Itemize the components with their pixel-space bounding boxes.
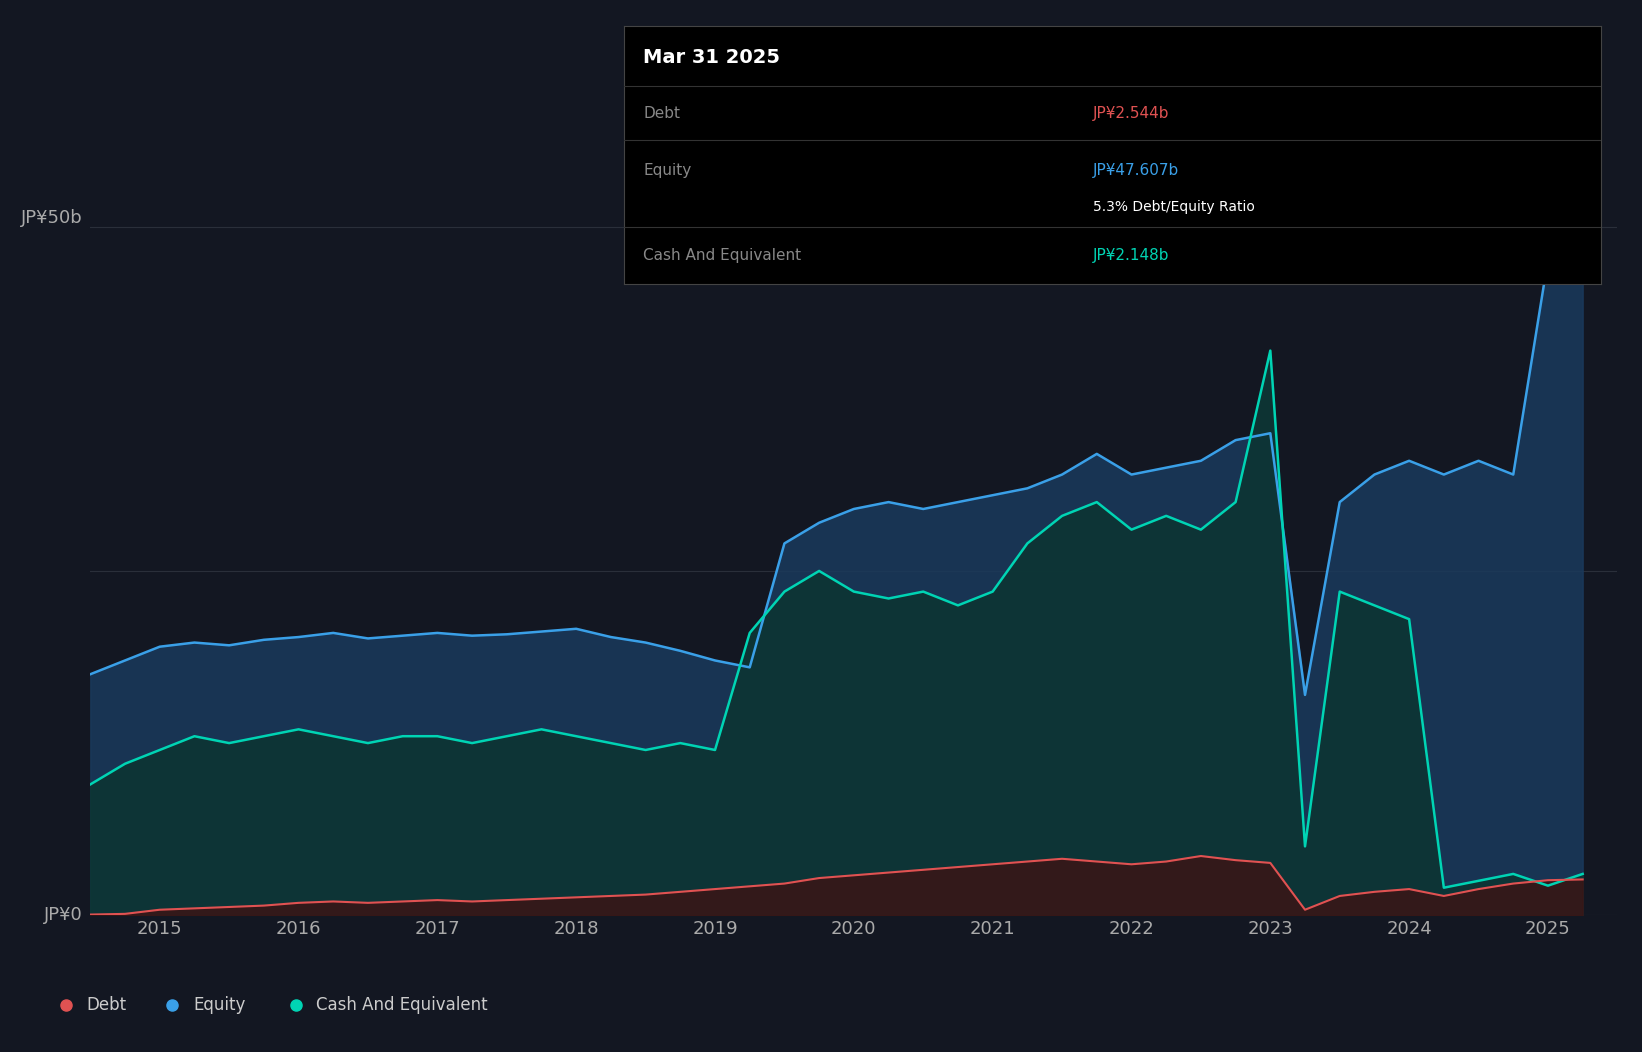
Text: Mar 31 2025: Mar 31 2025	[644, 47, 780, 66]
Text: Debt: Debt	[644, 106, 680, 121]
Text: Equity: Equity	[644, 163, 691, 178]
Text: JP¥47.607b: JP¥47.607b	[1094, 163, 1179, 178]
Text: JP¥2.148b: JP¥2.148b	[1094, 248, 1169, 263]
Text: Debt: Debt	[87, 995, 126, 1014]
Text: Cash And Equivalent: Cash And Equivalent	[644, 248, 801, 263]
Text: JP¥0: JP¥0	[44, 906, 82, 925]
Text: JP¥2.544b: JP¥2.544b	[1094, 106, 1169, 121]
Text: 5.3% Debt/Equity Ratio: 5.3% Debt/Equity Ratio	[1094, 200, 1254, 214]
Text: Equity: Equity	[194, 995, 245, 1014]
Text: JP¥50b: JP¥50b	[21, 208, 82, 226]
Text: Cash And Equivalent: Cash And Equivalent	[317, 995, 488, 1014]
